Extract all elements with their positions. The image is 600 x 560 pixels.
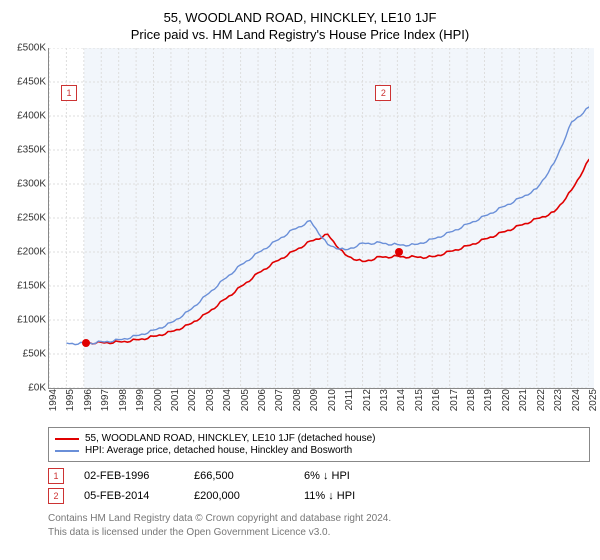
y-axis-tick: £450K: [17, 77, 46, 88]
x-axis-tick: 2022: [536, 389, 547, 411]
x-axis-tick: 2020: [501, 389, 512, 411]
legend-item-hpi: HPI: Average price, detached house, Hinc…: [55, 445, 583, 456]
legend-label: 55, WOODLAND ROAD, HINCKLEY, LE10 1JF (d…: [85, 433, 376, 444]
chart-title-main: 55, WOODLAND ROAD, HINCKLEY, LE10 1JF: [6, 10, 594, 25]
chart-lines: [49, 48, 589, 388]
x-axis-tick: 2000: [153, 389, 164, 411]
y-axis-tick: £100K: [17, 315, 46, 326]
footnote-line: Contains HM Land Registry data © Crown c…: [48, 512, 590, 526]
x-axis-tick: 2013: [379, 389, 390, 411]
sale-event-row: 1 02-FEB-1996 £66,500 6% ↓ HPI: [48, 468, 590, 484]
plot-marker-box: 1: [61, 85, 77, 101]
event-delta: 6% ↓ HPI: [304, 470, 394, 482]
x-axis-tick: 1995: [65, 389, 76, 411]
legend-swatch: [55, 438, 79, 440]
x-axis-tick: 2001: [170, 389, 181, 411]
x-axis-tick: 2012: [362, 389, 373, 411]
legend: 55, WOODLAND ROAD, HINCKLEY, LE10 1JF (d…: [48, 427, 590, 462]
legend-label: HPI: Average price, detached house, Hinc…: [85, 445, 352, 456]
x-axis-tick: 2007: [274, 389, 285, 411]
x-axis-tick: 1999: [135, 389, 146, 411]
x-axis-tick: 2025: [588, 389, 599, 411]
y-axis-tick: £200K: [17, 247, 46, 258]
x-axis-tick: 2003: [205, 389, 216, 411]
y-axis-tick: £350K: [17, 145, 46, 156]
y-axis-tick: £150K: [17, 281, 46, 292]
event-marker-icon: 1: [48, 468, 64, 484]
x-axis-tick: 2002: [187, 389, 198, 411]
y-axis-tick: £300K: [17, 179, 46, 190]
x-axis-tick: 2017: [449, 389, 460, 411]
x-axis-tick: 1997: [100, 389, 111, 411]
event-marker-icon: 2: [48, 488, 64, 504]
sale-event-row: 2 05-FEB-2014 £200,000 11% ↓ HPI: [48, 488, 590, 504]
x-axis-tick: 2009: [309, 389, 320, 411]
sale-events: 1 02-FEB-1996 £66,500 6% ↓ HPI 2 05-FEB-…: [48, 468, 590, 504]
event-price: £200,000: [194, 490, 284, 502]
x-axis-tick: 2024: [571, 389, 582, 411]
sale-dot: [82, 339, 90, 347]
x-axis-tick: 2011: [344, 389, 355, 411]
event-date: 05-FEB-2014: [84, 490, 174, 502]
x-axis-tick: 2021: [518, 389, 529, 411]
chart-title-sub: Price paid vs. HM Land Registry's House …: [6, 27, 594, 42]
y-axis: £0K£50K£100K£150K£200K£250K£300K£350K£40…: [6, 48, 48, 388]
x-axis-tick: 1996: [83, 389, 94, 411]
event-price: £66,500: [194, 470, 284, 482]
y-axis-tick: £400K: [17, 111, 46, 122]
plot-marker-box: 2: [375, 85, 391, 101]
x-axis-tick: 2004: [222, 389, 233, 411]
x-axis-tick: 2005: [240, 389, 251, 411]
x-axis-tick: 2010: [327, 389, 338, 411]
x-axis-tick: 2023: [553, 389, 564, 411]
y-axis-tick: £50K: [23, 349, 46, 360]
x-axis-tick: 2006: [257, 389, 268, 411]
y-axis-tick: £500K: [17, 43, 46, 54]
x-axis-tick: 2018: [466, 389, 477, 411]
legend-item-price-paid: 55, WOODLAND ROAD, HINCKLEY, LE10 1JF (d…: [55, 433, 583, 444]
x-axis-tick: 1998: [118, 389, 129, 411]
chart-container: 55, WOODLAND ROAD, HINCKLEY, LE10 1JF Pr…: [0, 0, 600, 543]
x-axis-tick: 2019: [483, 389, 494, 411]
footnote: Contains HM Land Registry data © Crown c…: [48, 512, 590, 539]
x-axis-tick: 2016: [431, 389, 442, 411]
footnote-line: This data is licensed under the Open Gov…: [48, 526, 590, 540]
legend-swatch: [55, 450, 79, 452]
x-axis-tick: 2008: [292, 389, 303, 411]
x-axis-tick: 2015: [414, 389, 425, 411]
sale-dot: [395, 248, 403, 256]
x-axis: 1994 1995 1996 1997 1998 1999 2000 2001 2002 2003…: [48, 389, 588, 423]
plot-area: 12: [48, 48, 594, 389]
y-axis-tick: £0K: [28, 383, 46, 394]
x-axis-tick: 1994: [48, 389, 59, 411]
event-date: 02-FEB-1996: [84, 470, 174, 482]
event-delta: 11% ↓ HPI: [304, 490, 394, 502]
x-axis-tick: 2014: [396, 389, 407, 411]
y-axis-tick: £250K: [17, 213, 46, 224]
